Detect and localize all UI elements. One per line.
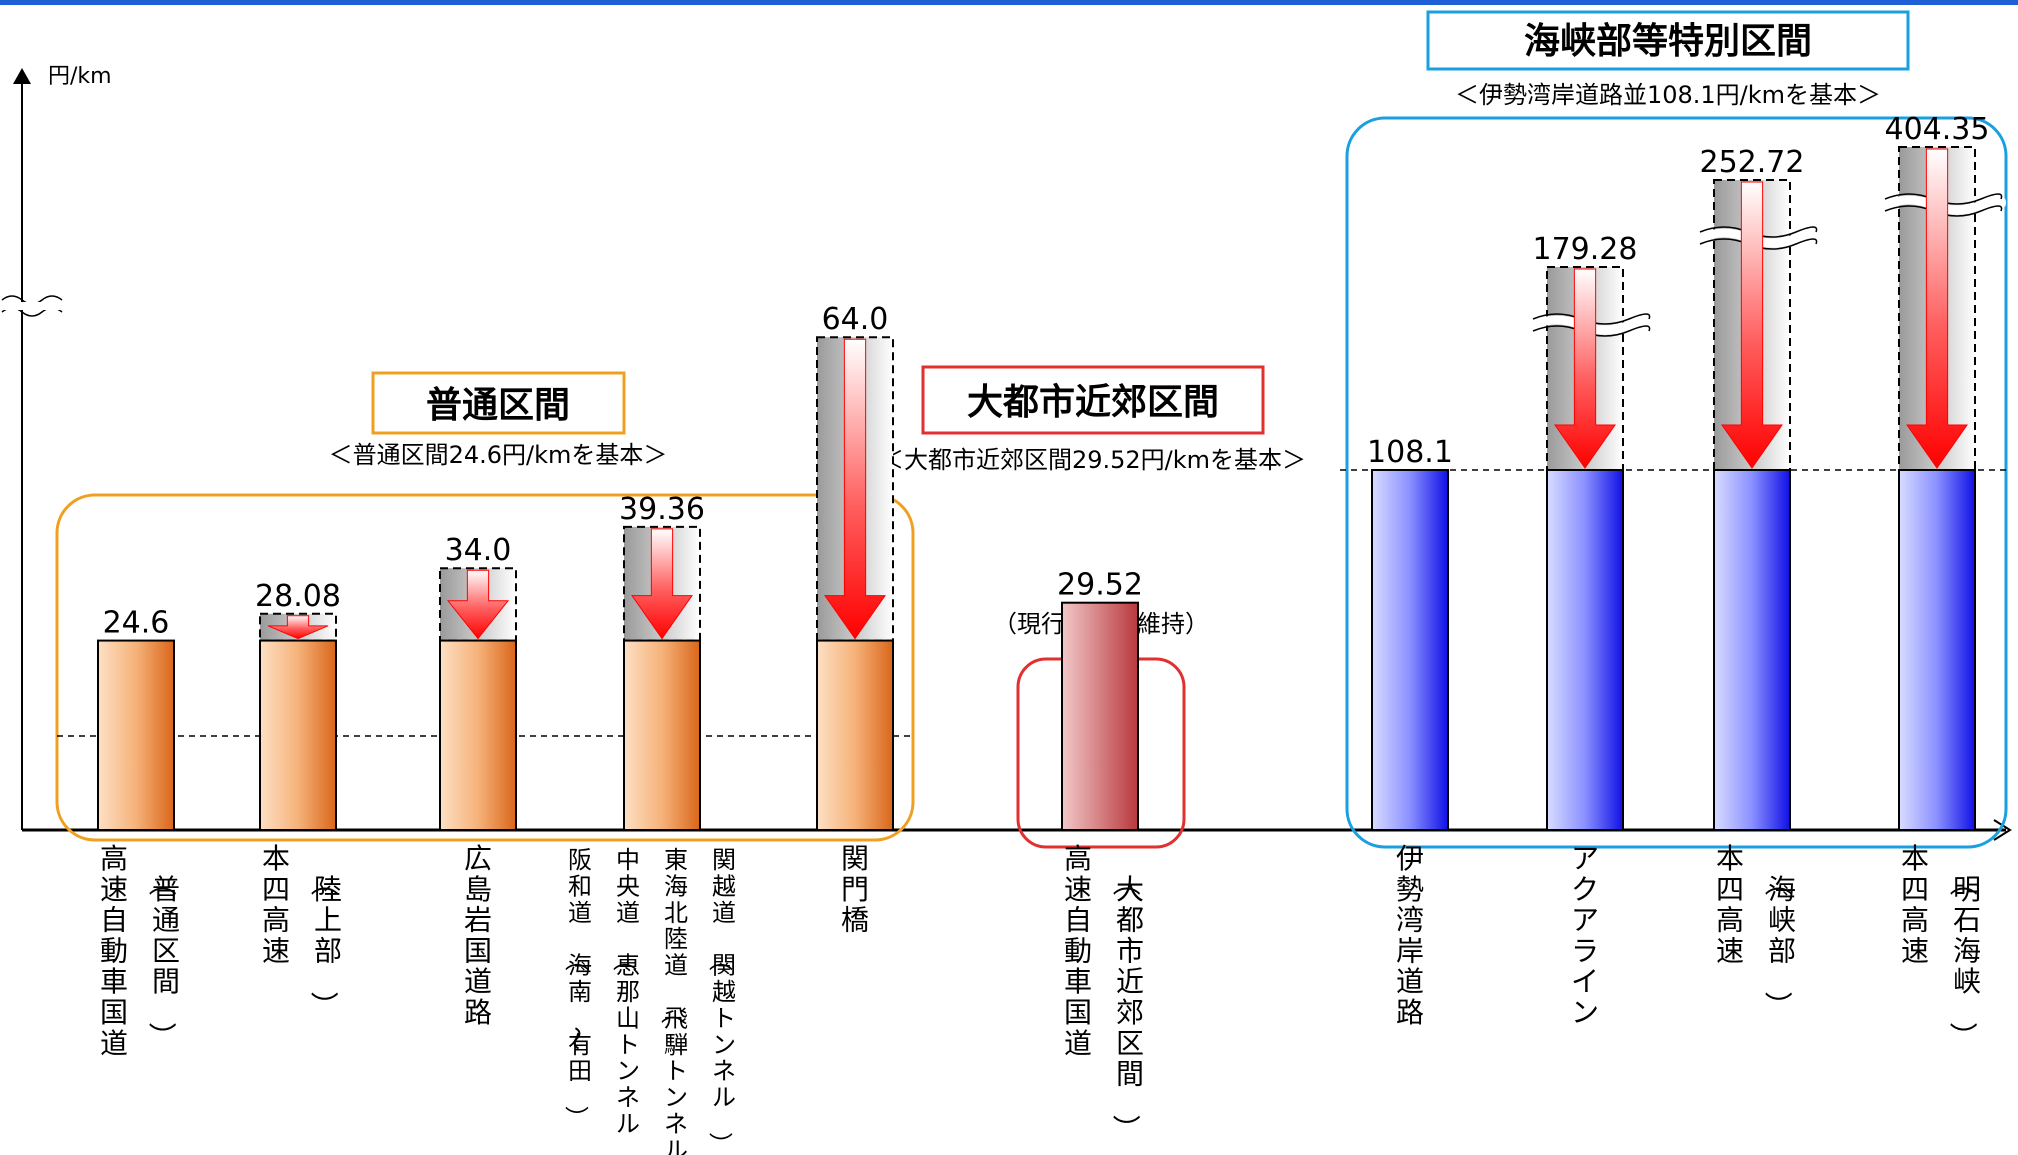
bar-break-mark (1884, 193, 2003, 205)
category-sublabel: （大都市近郊区間） (1109, 868, 1144, 1142)
bar-break-gap (1531, 315, 1654, 335)
value-label: 29.52 (1057, 568, 1143, 603)
category-label: 中央道（恵那山トンネル） (610, 846, 640, 1155)
x-axis (22, 819, 2012, 841)
reduction-arrow (446, 569, 510, 640)
value-label: 108.1 (1367, 435, 1453, 470)
y-axis: 円/km (0, 64, 112, 830)
bar-break-mark (1532, 313, 1651, 325)
category-label: 本四高速 (262, 842, 290, 967)
category-sublabel: （海峡部） (1761, 868, 1796, 1019)
category-label: 広島岩国道路 (464, 842, 492, 1029)
bar (1713, 469, 1791, 831)
bar-break-gap (1883, 195, 2006, 215)
value-label: 28.08 (255, 579, 341, 614)
bar-break-mark (1699, 226, 1818, 238)
reduction-arrow (1554, 268, 1616, 469)
bar-break-mark (1532, 325, 1651, 337)
category-label: 本四高速 (1901, 842, 1929, 967)
bar (1061, 601, 1139, 831)
bars-layer: 24.6 28.08 34.0 39.36 64.0 29.52 108.1 179.28 25… (97, 112, 2006, 832)
category-label: 関門橋 (841, 842, 869, 937)
group-subtitle-normal: ＜普通区間24.6円/kmを基本＞ (329, 441, 668, 469)
value-label: 179.28 (1533, 232, 1638, 267)
category-label: 東海北陸道（飛騨トンネル） (658, 846, 688, 1155)
category-label: 高速自動車国道 (1064, 842, 1092, 1060)
title-box-urban (921, 365, 1265, 435)
reduction-arrow (631, 528, 693, 640)
group-subtitle-strait: ＜伊勢湾岸道路並108.1円/kmを基本＞ (1455, 81, 1881, 109)
group-title-normal: 普通区間 (426, 385, 570, 426)
title-box-strait (1426, 10, 1910, 71)
value-label: 252.72 (1700, 145, 1805, 180)
y-axis-arrowhead (13, 68, 31, 84)
reduction-arrow (1906, 148, 1968, 469)
group-title-urban: 大都市近郊区間 (967, 382, 1219, 423)
group-title-strait: 海峡部等特別区間 (1524, 21, 1812, 62)
category-label: 伊勢湾岸道路 (1396, 842, 1424, 1029)
bar-break-gap (1698, 228, 1821, 248)
reduction-arrow (824, 338, 886, 640)
bar (816, 639, 894, 832)
bar (259, 639, 337, 832)
value-label: 64.0 (822, 302, 889, 337)
category-labels-layer: 高速自動車国道 （普通区間） 本四高速 （陸上部） 広島岩国道路 阪和道（海南～有田） 中央… (100, 842, 1981, 1155)
value-label: 39.36 (619, 492, 705, 527)
value-label: 24.6 (103, 606, 170, 641)
bar-break-mark (1884, 205, 2003, 217)
category-label: 本四高速 (1716, 842, 1744, 967)
bar (97, 639, 175, 832)
group-subtitle-urban: ＜大都市近郊区間29.52円/kmを基本＞ (880, 446, 1306, 474)
bar (1546, 469, 1624, 831)
bar (1898, 469, 1976, 831)
reduction-arrow (1721, 181, 1783, 469)
category-label: 阪和道（海南～有田） (562, 846, 592, 1130)
value-label: 404.35 (1885, 112, 1990, 147)
x-axis-arrowhead (1993, 819, 2012, 841)
value-label: 34.0 (445, 533, 512, 568)
y-axis-unit-label: 円/km (48, 64, 112, 89)
reduction-arrow (267, 615, 329, 640)
category-sublabel: （明石海峡） (1946, 868, 1981, 1050)
category-label: アクアライン (1571, 842, 1599, 1029)
category-sublabel: （普通区間） (145, 868, 180, 1050)
bar-break-mark (1699, 238, 1818, 250)
group-frame-normal (55, 493, 915, 842)
bar (439, 639, 517, 832)
bar (1371, 469, 1449, 831)
category-label: 高速自動車国道 (100, 842, 128, 1060)
title-box-normal (371, 371, 626, 435)
category-sublabel: （陸上部） (307, 868, 342, 1019)
bar (623, 639, 701, 832)
top-accent-bar (0, 0, 2018, 5)
category-label: 関越道（関越トンネル） (706, 846, 736, 1155)
group-frame-strait (1345, 116, 2008, 849)
